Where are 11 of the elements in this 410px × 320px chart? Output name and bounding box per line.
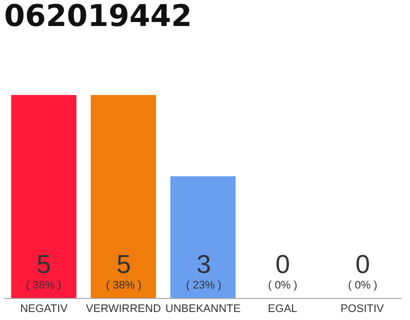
x-tick-label: POSITIV bbox=[340, 303, 385, 316]
data-label: 0 ( 0% ) bbox=[268, 249, 298, 292]
x-tick-label: EGAL bbox=[268, 303, 298, 316]
chart-title: 062019442 bbox=[4, 0, 192, 34]
data-label: 5 ( 38% ) bbox=[26, 249, 62, 292]
x-tick-label: VERWIRREND bbox=[86, 303, 161, 316]
data-label: 5 ( 38% ) bbox=[106, 249, 142, 292]
x-tick-label: UNBEKANNTE bbox=[165, 303, 241, 316]
data-label: 3 ( 23% ) bbox=[186, 249, 222, 292]
data-label: 0 ( 0% ) bbox=[348, 249, 378, 292]
x-tick-label: NEGATIV bbox=[20, 303, 68, 316]
